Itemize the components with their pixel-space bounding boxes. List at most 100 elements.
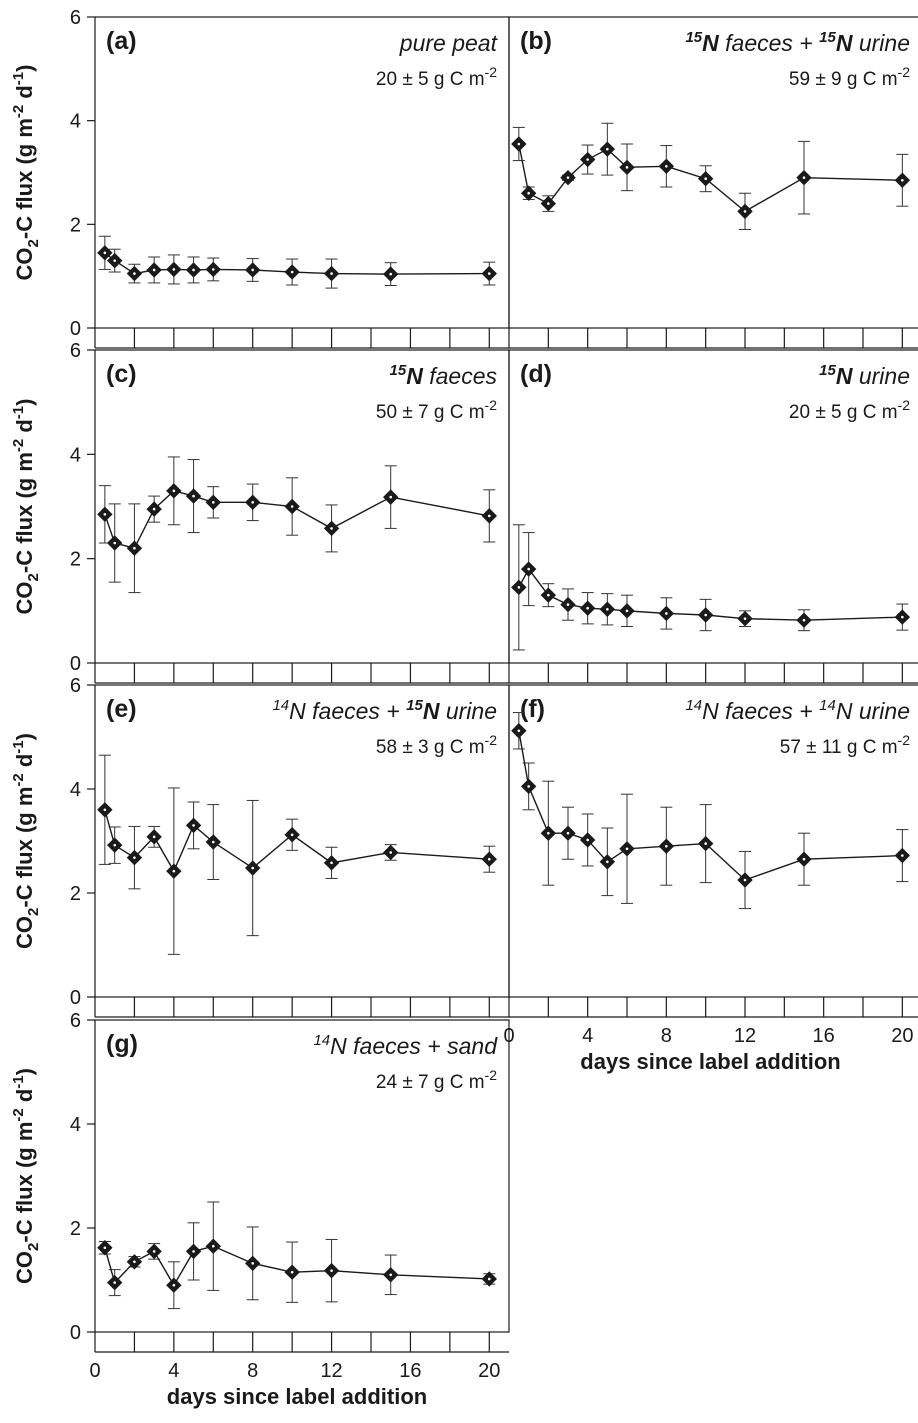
panel-summary: 57 ± 11 g C m-2 — [780, 732, 910, 758]
data-point — [796, 612, 812, 628]
data-point — [97, 802, 113, 818]
data-point — [796, 851, 812, 867]
y-tick-label: 6 — [70, 1010, 81, 1032]
panel-summary: 50 ± 7 g C m-2 — [376, 397, 497, 423]
data-point — [796, 169, 812, 186]
data-point — [737, 203, 753, 220]
data-point — [481, 851, 497, 867]
x-tick-label: 12 — [320, 1360, 342, 1382]
data-point — [245, 494, 261, 511]
data-point — [894, 847, 911, 864]
panel-summary: 59 ± 9 g C m-2 — [789, 64, 910, 90]
panel-letter: (c) — [106, 360, 137, 388]
data-point — [619, 603, 635, 619]
series-line — [104, 1245, 490, 1287]
data-point — [205, 261, 221, 278]
x-tick-label: 0 — [89, 1360, 100, 1382]
data-point — [323, 855, 340, 871]
data-point — [540, 587, 557, 603]
data-point — [205, 834, 221, 850]
data-point — [245, 1255, 261, 1272]
data-point — [894, 172, 911, 188]
data-point — [511, 136, 527, 152]
data-point — [97, 1240, 113, 1256]
data-point — [481, 265, 497, 282]
y-tick-label: 6 — [70, 340, 81, 362]
panel-frame — [508, 16, 918, 329]
data-point — [658, 838, 675, 854]
panel-summary: 20 ± 5 g C m-2 — [376, 64, 497, 90]
data-point — [284, 264, 300, 280]
series-line — [104, 490, 490, 550]
panel-treatment: 15N faeces + 15N urine — [685, 29, 910, 56]
x-tick-label: 8 — [247, 1360, 258, 1382]
y-tick-label: 4 — [70, 1114, 81, 1136]
y-tick-label: 2 — [70, 549, 81, 571]
y-tick-label: 6 — [70, 7, 81, 29]
data-point — [383, 844, 399, 861]
y-axis-title: CO2-C flux (g m-2 d-1) — [10, 399, 42, 615]
data-point — [284, 827, 300, 843]
x-axis-title: days since label addition — [167, 1384, 427, 1409]
x-axis-title: days since label addition — [580, 1049, 840, 1074]
y-axis-title: CO2-C flux (g m-2 d-1) — [10, 1068, 42, 1284]
panel-frame — [508, 349, 918, 664]
data-point — [520, 778, 537, 795]
panel-a: 0 2 4 6 CO2-C flux (g m-2 d-1) (a) pure peat 20… — [10, 7, 510, 349]
y-tick-label: 0 — [70, 1322, 81, 1344]
panel-treatment: 15N urine — [819, 362, 910, 389]
data-point — [126, 1254, 143, 1270]
data-point — [511, 723, 527, 739]
panel-summary: 20 ± 5 g C m-2 — [789, 397, 910, 423]
panel-letter: (f) — [520, 695, 545, 723]
data-point — [383, 266, 399, 282]
panel-summary: 24 ± 7 g C m-2 — [376, 1067, 497, 1093]
data-point — [107, 1274, 123, 1291]
panel-d: (d) 15N urine 20 ± 5 g C m-2 — [508, 349, 918, 684]
panel-c: 0 2 4 6 CO2-C flux (g m-2 d-1) (c) 15N faeces 5… — [10, 340, 510, 684]
data-point — [126, 265, 143, 282]
data-point — [894, 609, 911, 625]
data-point — [166, 261, 182, 278]
y-axis-title: CO2-C flux (g m-2 d-1) — [10, 733, 42, 949]
y-tick-label: 0 — [70, 987, 81, 1009]
panel-treatment: 14N faeces + sand — [313, 1032, 498, 1059]
data-point — [126, 540, 143, 556]
data-point — [205, 1238, 221, 1254]
data-point — [737, 610, 753, 627]
panel-frame — [94, 1019, 510, 1333]
data-point — [185, 817, 202, 834]
y-tick-label: 4 — [70, 444, 81, 466]
data-point — [107, 252, 123, 269]
data-point — [205, 494, 221, 511]
y-tick-label: 0 — [70, 318, 81, 340]
panel-frame — [94, 16, 510, 329]
data-point — [540, 195, 557, 212]
y-tick-label: 0 — [70, 653, 81, 675]
data-point — [146, 1243, 162, 1260]
data-point — [323, 265, 340, 282]
data-point — [284, 1264, 300, 1280]
y-tick-label: 4 — [70, 111, 81, 133]
data-point — [560, 596, 576, 613]
data-point — [481, 1271, 497, 1287]
panel-letter: (a) — [106, 27, 137, 55]
data-point — [185, 1243, 202, 1260]
data-point — [619, 159, 635, 176]
data-point — [97, 506, 113, 523]
data-point — [185, 488, 202, 504]
data-point — [166, 1277, 182, 1293]
panel-treatment: 14N faeces + 14N urine — [685, 697, 910, 724]
data-point — [697, 607, 714, 623]
panel-letter: (d) — [520, 360, 552, 388]
x-tick-label: 20 — [478, 1360, 500, 1382]
data-point — [383, 489, 399, 505]
data-point — [146, 262, 162, 278]
data-point — [658, 605, 675, 622]
data-point — [697, 171, 714, 187]
series-line — [518, 730, 903, 881]
data-point — [697, 835, 714, 852]
data-point — [599, 854, 616, 870]
